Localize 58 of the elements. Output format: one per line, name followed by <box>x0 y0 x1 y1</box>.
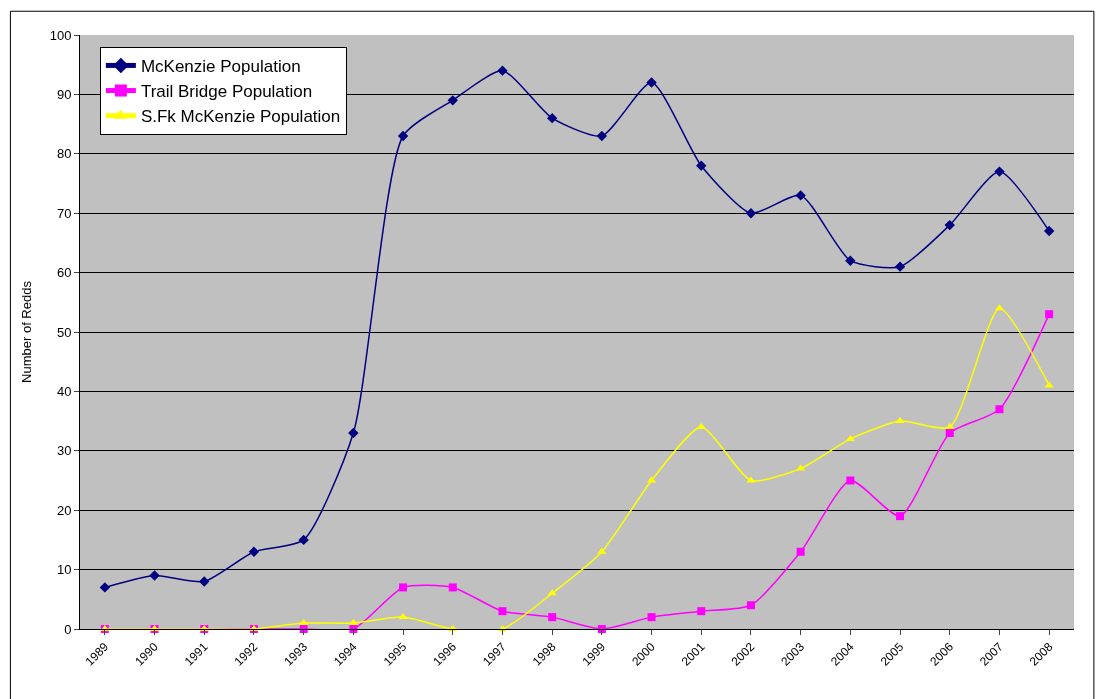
point <box>647 613 656 622</box>
point <box>795 190 806 201</box>
y-tick-label: 0 <box>64 621 72 637</box>
point <box>894 261 906 272</box>
y-axis-title: Number of Redds <box>18 280 34 383</box>
point <box>548 613 557 622</box>
y-tick-label: 50 <box>56 324 72 340</box>
point <box>896 512 905 521</box>
legend-label: Trail Bridge Population <box>140 82 313 102</box>
point <box>99 582 111 593</box>
y-tick-label: 80 <box>56 146 72 162</box>
point <box>298 534 309 546</box>
point <box>796 464 806 471</box>
y-tick-label: 40 <box>56 383 72 399</box>
point <box>745 208 757 219</box>
point <box>348 619 358 626</box>
point <box>944 219 955 231</box>
point <box>1043 225 1055 237</box>
point <box>348 427 359 439</box>
point <box>448 583 457 592</box>
point <box>596 130 608 142</box>
y-tick-label: 30 <box>56 443 72 459</box>
point <box>994 166 1005 177</box>
y-tick-label: 20 <box>56 502 72 518</box>
point <box>397 130 409 142</box>
point <box>498 607 507 616</box>
y-tick-label: 60 <box>56 265 72 281</box>
point <box>546 112 558 124</box>
point <box>846 476 855 485</box>
y-tick-label: 10 <box>56 562 72 578</box>
point <box>895 417 905 424</box>
point <box>945 423 955 430</box>
point <box>845 255 856 266</box>
point <box>746 601 755 610</box>
point <box>398 613 408 620</box>
point <box>696 160 707 171</box>
point <box>646 77 657 88</box>
point <box>149 570 160 581</box>
point <box>945 428 954 437</box>
point <box>597 547 607 554</box>
point <box>796 547 805 556</box>
point <box>299 619 309 626</box>
point <box>199 576 210 587</box>
point <box>746 476 756 483</box>
point <box>696 423 706 430</box>
point <box>497 65 508 76</box>
legend-label: McKenzie Population <box>140 57 301 77</box>
legend-label: S.Fk McKenzie Population <box>140 107 341 127</box>
point <box>447 95 458 106</box>
point <box>995 405 1004 414</box>
y-tick-label: 90 <box>56 86 72 102</box>
y-tick-label: 100 <box>49 27 72 43</box>
point <box>399 583 408 592</box>
point <box>845 434 855 441</box>
point <box>1045 310 1054 319</box>
point <box>697 607 706 616</box>
point <box>248 546 260 557</box>
y-tick-label: 70 <box>56 205 72 221</box>
